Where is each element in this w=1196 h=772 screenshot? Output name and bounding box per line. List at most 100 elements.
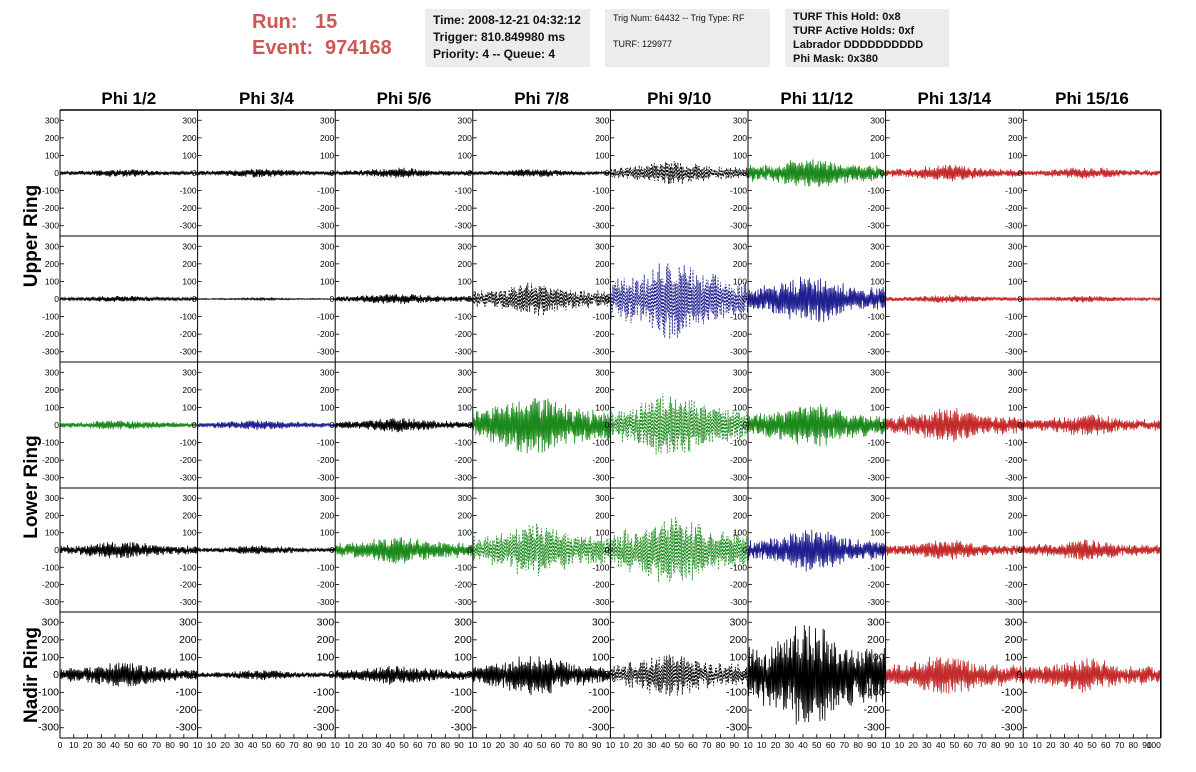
- y-tick-label: 100: [595, 402, 609, 412]
- y-tick-label: 0: [192, 545, 197, 555]
- row-label-3: Nadir Ring: [21, 627, 42, 723]
- y-tick-label: 100: [182, 276, 196, 286]
- y-tick-label: -300: [592, 597, 609, 607]
- y-tick-label: 0: [192, 294, 197, 304]
- panel-r2-c8: 300 200 100 0 -100 -200 -300: [1005, 241, 1162, 357]
- y-tick-label: -200: [730, 455, 747, 465]
- x-tick-label: 80: [716, 740, 726, 750]
- turf-info-box: TURF This Hold: 0x8 TURF Active Holds: 0…: [785, 9, 949, 67]
- panel-r4-c8: 300 200 100 0 -100 -200 -300: [1005, 493, 1162, 607]
- x-tick-label: 50: [537, 740, 547, 750]
- panel-r5-c2: 300 200 100 0 -100 -200 -300: [176, 616, 336, 734]
- y-tick-label: -200: [38, 704, 59, 716]
- y-tick-label: 100: [320, 528, 334, 538]
- panel-r5-c5: 300 200 100 0 -100 -200 -300: [588, 616, 749, 734]
- y-tick-label: -200: [864, 704, 885, 716]
- y-tick-label: 300: [592, 616, 610, 628]
- x-tick-label: 60: [275, 740, 285, 750]
- y-tick-label: -200: [1001, 704, 1022, 716]
- waveform-trace: [885, 164, 1024, 182]
- panel-r3-c8: 300 200 100 0 -100 -200 -300: [1005, 367, 1162, 483]
- column-header-6: Phi 11/12: [780, 89, 853, 108]
- y-tick-label: -100: [455, 562, 472, 572]
- panel-r2-c5: 300 200 100 0 -100 -200 -300: [592, 241, 749, 357]
- y-tick-label: -300: [868, 597, 885, 607]
- y-tick-label: -100: [317, 186, 334, 196]
- y-tick-label: 200: [733, 385, 747, 395]
- y-tick-label: 0: [191, 669, 197, 681]
- y-tick-label: 300: [320, 493, 334, 503]
- y-tick-label: 300: [182, 493, 196, 503]
- y-tick-label: -100: [730, 312, 747, 322]
- x-tick-label: 10: [757, 740, 767, 750]
- y-tick-label: -100: [726, 687, 747, 699]
- event-label: Event:: [252, 37, 314, 59]
- waveform-trace: [59, 420, 198, 430]
- y-tick-label: 0: [329, 294, 334, 304]
- y-tick-label: 300: [595, 241, 609, 251]
- y-tick-label: 300: [458, 241, 472, 251]
- y-tick-label: -300: [1001, 722, 1022, 734]
- y-tick-label: -100: [592, 312, 609, 322]
- y-tick-label: 0: [54, 294, 59, 304]
- time-text: Time: 2008-12-21 04:32:12: [433, 13, 581, 27]
- column-header-5: Phi 9/10: [647, 89, 711, 108]
- y-tick-label: -200: [455, 455, 472, 465]
- y-tick-label: 200: [870, 133, 884, 143]
- y-tick-label: 200: [733, 133, 747, 143]
- y-tick-label: -200: [317, 455, 334, 465]
- y-tick-label: -300: [592, 347, 609, 357]
- y-tick-label: -200: [455, 203, 472, 213]
- x-tick-label: 50: [262, 740, 272, 750]
- y-tick-label: -300: [317, 221, 334, 231]
- y-tick-label: 300: [320, 115, 334, 125]
- panel-r1-c3: 300 200 100 0 -100 -200 -300: [317, 115, 474, 231]
- y-tick-label: 0: [192, 168, 197, 178]
- y-tick-label: 300: [733, 241, 747, 251]
- waveform-trace: [472, 523, 611, 577]
- y-tick-label: 0: [742, 168, 747, 178]
- x-tick-label: 40: [1074, 740, 1084, 750]
- y-tick-label: -200: [180, 580, 197, 590]
- y-tick-label: -200: [868, 203, 885, 213]
- y-tick-label: 100: [870, 402, 884, 412]
- waveform-trace: [885, 656, 1024, 694]
- x-tick-label: 30: [97, 740, 107, 750]
- y-tick-label: 200: [45, 259, 59, 269]
- x-tick-label: 30: [234, 740, 244, 750]
- y-tick-label: 300: [870, 493, 884, 503]
- panel-r4-c2: 300 200 100 0 -100 -200 -300: [180, 493, 336, 607]
- trig-info-box: Trig Num: 64432 -- Trig Type: RF TURF: 1…: [605, 9, 770, 67]
- x-tick-label: 10: [606, 740, 616, 750]
- y-tick-label: -200: [730, 580, 747, 590]
- panel-r3-c2: 300 200 100 0 -100 -200 -300: [180, 367, 336, 483]
- y-tick-label: 200: [870, 259, 884, 269]
- y-tick-label: 100: [179, 651, 197, 663]
- y-tick-label: -300: [176, 722, 197, 734]
- panel-r4-c7: 300 200 100 0 -100 -200 -300: [868, 493, 1024, 607]
- panel-r2-c2: 300 200 100 0 -100 -200 -300: [180, 241, 336, 357]
- y-tick-label: -300: [592, 221, 609, 231]
- waveform-trace: [197, 670, 336, 681]
- y-tick-label: -100: [42, 312, 59, 322]
- y-tick-label: 0: [54, 168, 59, 178]
- y-tick-label: 100: [733, 402, 747, 412]
- x-tick-label: 80: [578, 740, 588, 750]
- y-tick-label: -300: [455, 221, 472, 231]
- run-label: Run:: [252, 11, 298, 33]
- x-tick-label: 70: [152, 740, 162, 750]
- y-tick-label: -300: [455, 597, 472, 607]
- panel-r1-c4: 300 200 100 0 -100 -200 -300: [455, 115, 611, 231]
- y-tick-label: 300: [595, 115, 609, 125]
- column-header-2: Phi 3/4: [239, 89, 294, 108]
- panel-r4-c6: 300 200 100 0 -100 -200 -300: [730, 493, 886, 607]
- x-tick-label: 80: [991, 740, 1001, 750]
- y-tick-label: -100: [588, 687, 609, 699]
- waveform-trace: [472, 282, 611, 316]
- y-tick-label: 100: [458, 276, 472, 286]
- y-tick-label: 300: [45, 493, 59, 503]
- y-tick-label: 100: [317, 651, 335, 663]
- y-tick-label: 100: [45, 402, 59, 412]
- y-tick-label: 200: [870, 510, 884, 520]
- x-tick-label: 60: [551, 740, 561, 750]
